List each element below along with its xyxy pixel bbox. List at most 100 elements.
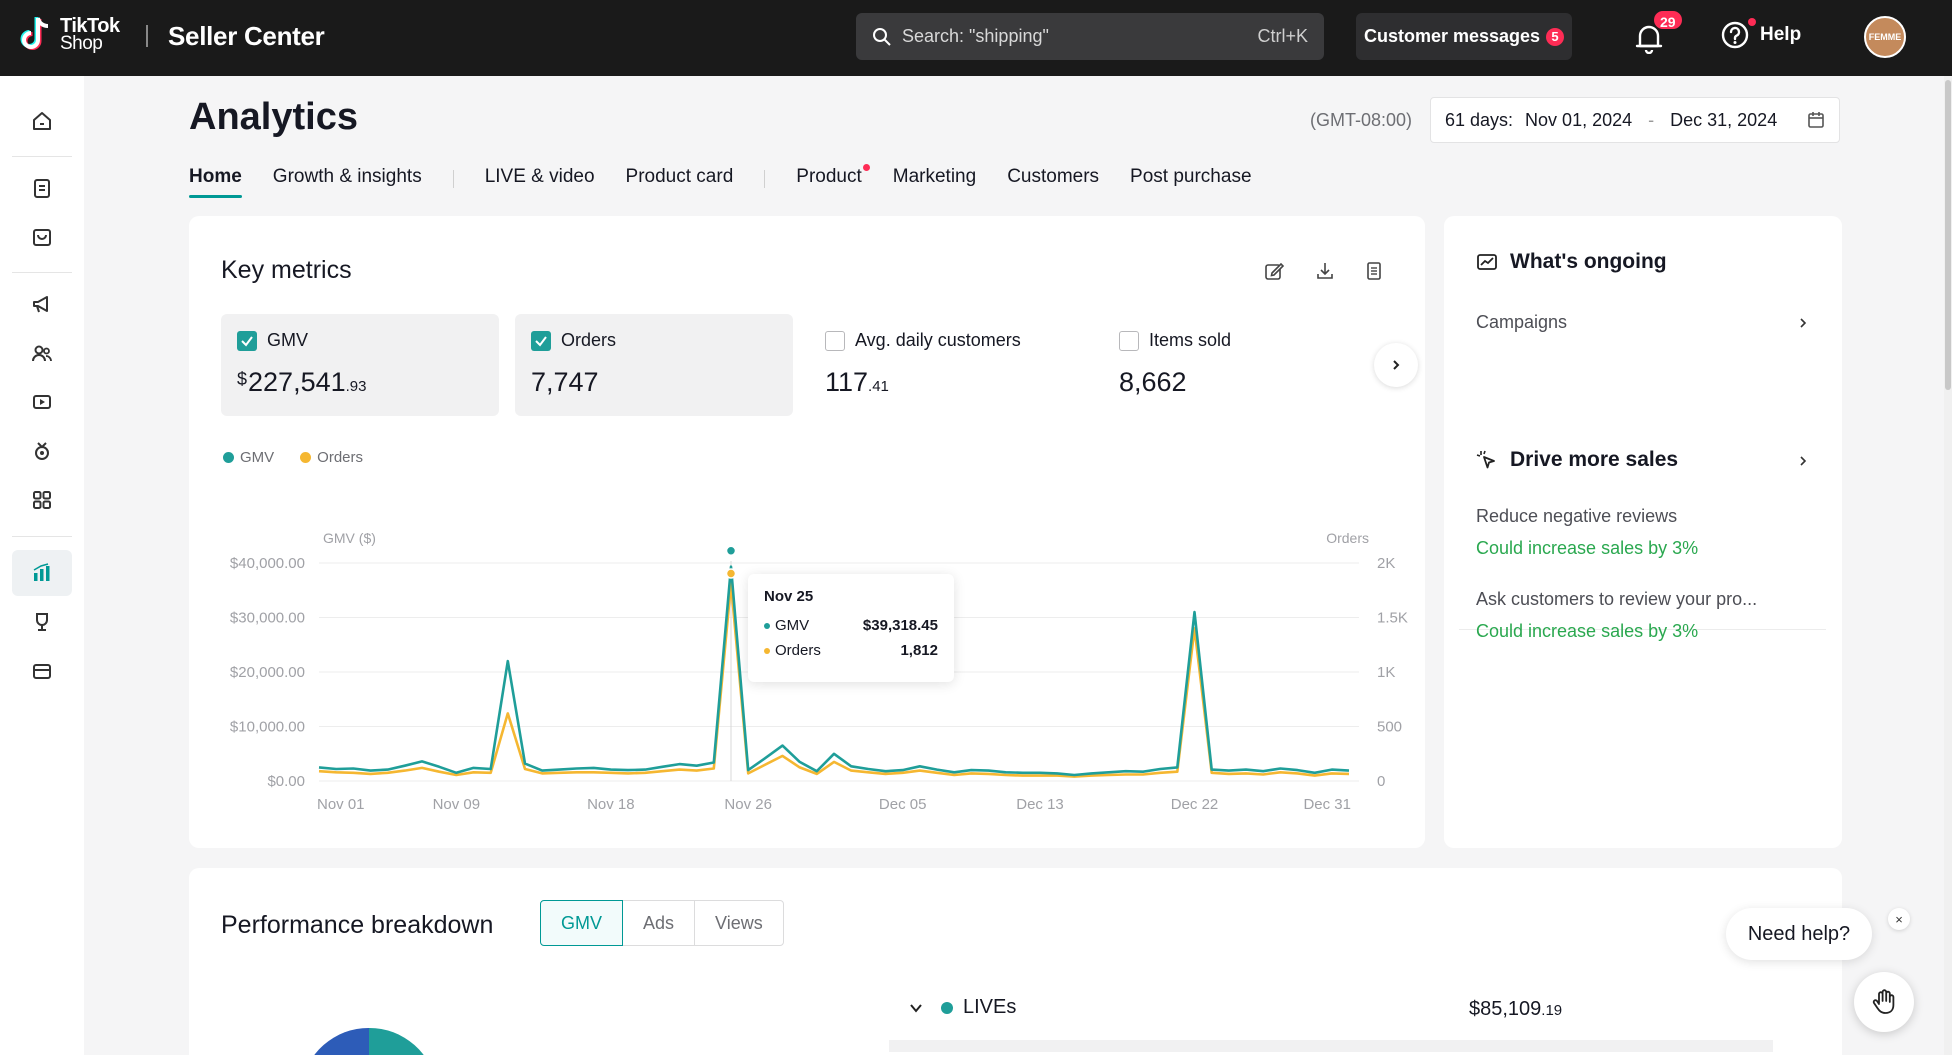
sidebar-item-customers[interactable] [12, 330, 72, 376]
campaigns-link[interactable]: Campaigns [1476, 312, 1568, 332]
growth-icon [35, 442, 49, 460]
metric-items-sold-label: Items sold [1149, 330, 1232, 350]
tiktok-logo-icon [20, 17, 49, 50]
metric-items-sold[interactable]: Items sold 8,662 [1103, 314, 1381, 416]
logo-divider [146, 25, 148, 47]
key-metrics-card: Key metrics GMV $227,541.93 Orders 7,747… [189, 216, 1425, 848]
tiktok-shop-logo[interactable]: TikTok Shop [20, 14, 120, 56]
lives-currency: $ [1469, 998, 1481, 1020]
metric-orders-label: Orders [561, 330, 617, 350]
tab-divider [452, 170, 454, 188]
y-right-tick-label: 1K [1377, 664, 1395, 681]
metric-avg-daily-customers-label: Avg. daily customers [855, 330, 1021, 350]
tab-post-purchase[interactable]: Post purchase [1130, 166, 1252, 187]
metric-avg-daily-customers-value: 117 [825, 367, 869, 397]
breakdown-row-lives[interactable]: LIVEs [909, 996, 1016, 1019]
tooltip-gmv-label: GMV [775, 617, 810, 634]
tab-product[interactable]: Product [796, 164, 870, 198]
sidebar-item-orders[interactable] [12, 165, 72, 211]
need-help-close-button[interactable]: × [1888, 908, 1910, 930]
tooltip-orders-label: Orders [775, 642, 821, 659]
metric-items-sold-value: 8,662 [1119, 367, 1187, 397]
y-right-tick-label: 0 [1377, 773, 1385, 790]
page-scrollbar[interactable] [1944, 76, 1952, 1055]
tooltip-orders-dot [764, 647, 770, 654]
chevron-down-icon [910, 1003, 922, 1013]
tooltip-date: Nov 25 [764, 588, 814, 605]
customer-messages-button[interactable]: Customer messages 5 [1356, 13, 1572, 60]
orders-checkbox[interactable] [531, 330, 551, 351]
tab-marketing[interactable]: Marketing [892, 166, 977, 187]
sidebar-item-achievements[interactable] [12, 599, 72, 645]
sidebar-item-products[interactable] [12, 214, 72, 260]
help-button[interactable]: Help [1720, 20, 1801, 50]
date-range-picker[interactable]: 61 days: Nov 01, 2024 - Dec 31, 2024 [1430, 97, 1840, 143]
tab-product-label: Product [796, 166, 862, 187]
metrics-next-button[interactable] [1374, 343, 1418, 387]
metric-gmv-label: GMV [267, 330, 309, 350]
breakdown-pie-chart [314, 1027, 424, 1055]
metric-avg-daily-customers[interactable]: Avg. daily customers 117.41 [809, 314, 1087, 416]
items-sold-checkbox[interactable] [1119, 330, 1139, 351]
edit-icon[interactable] [1263, 260, 1285, 282]
analytics-tabs: Home Growth & insights LIVE & video Prod… [189, 164, 1283, 202]
sidebar-item-marketing[interactable] [12, 281, 72, 327]
x-tick-label: Dec 31 [1303, 796, 1351, 813]
avg-daily-customers-checkbox[interactable] [825, 330, 845, 351]
sidebar-item-home[interactable] [12, 98, 72, 144]
sidebar-item-apps[interactable] [12, 477, 72, 523]
need-help-bubble[interactable]: Need help? [1726, 908, 1872, 960]
customers-icon [32, 345, 52, 362]
key-metrics-title: Key metrics [221, 256, 352, 284]
legend-orders-swatch [300, 452, 312, 463]
sidebar-divider [12, 272, 72, 273]
segment-gmv[interactable]: GMV [540, 900, 624, 946]
metric-orders[interactable]: Orders 7,747 [515, 314, 793, 416]
metric-gmv-value: 227,541 [248, 367, 346, 397]
chevron-right-icon[interactable] [1798, 456, 1808, 466]
series-line-gmv [318, 565, 1350, 777]
need-help-button[interactable] [1854, 972, 1914, 1032]
tab-product-card[interactable]: Product card [625, 166, 734, 187]
opportunity-title[interactable]: Ask customers to review your pro... [1476, 589, 1758, 609]
notifications-badge: 29 [1652, 9, 1684, 31]
sidebar-item-growth[interactable] [12, 428, 72, 474]
side-divider [1459, 629, 1826, 630]
gmv-checkbox[interactable] [237, 330, 257, 351]
segment-views[interactable]: Views [694, 900, 784, 946]
sidebar [0, 76, 84, 1055]
tooltip-gmv-value: $39,318.45 [862, 617, 938, 634]
check-icon [241, 335, 253, 347]
opportunity-title[interactable]: Reduce negative reviews [1476, 506, 1678, 526]
legend-orders-label: Orders [317, 449, 364, 466]
sidebar-item-video[interactable] [12, 379, 72, 425]
trophy-icon [36, 613, 48, 631]
search-input[interactable]: Search: "shipping" Ctrl+K [856, 13, 1324, 60]
tab-customers[interactable]: Customers [1007, 166, 1100, 187]
metric-gmv[interactable]: GMV $227,541.93 [221, 314, 499, 416]
opportunity-impact: Could increase sales by 3% [1476, 538, 1699, 558]
app-title: Seller Center [168, 21, 325, 51]
chart-tooltip: Nov 25 GMV $39,318.45 Orders 1,812 [748, 574, 954, 682]
legend-gmv[interactable]: GMV [223, 449, 274, 466]
notifications-bell-icon[interactable] [1634, 22, 1664, 54]
download-icon[interactable] [1314, 260, 1336, 282]
trend-chart-icon [1477, 254, 1497, 270]
drive-more-sales-header[interactable]: Drive more sales [1476, 448, 1678, 472]
tab-growth-insights[interactable]: Growth & insights [272, 166, 422, 187]
avatar[interactable]: FEMME [1864, 16, 1906, 58]
report-icon[interactable] [1363, 260, 1385, 282]
whats-ongoing-card: What's ongoing Campaigns Drive more sale… [1444, 216, 1842, 848]
segment-ads[interactable]: Ads [622, 900, 696, 946]
chevron-right-icon[interactable] [1798, 318, 1808, 328]
page-scrollbar-thumb[interactable] [1945, 80, 1951, 390]
tab-live-video[interactable]: LIVE & video [484, 166, 595, 187]
date-start: Nov 01, 2024 [1525, 109, 1633, 130]
tab-home[interactable]: Home [189, 166, 242, 198]
sidebar-item-analytics[interactable] [12, 550, 72, 596]
legend-orders[interactable]: Orders [300, 449, 363, 466]
pie-slice-blue [314, 1027, 369, 1055]
help-question-icon [1721, 21, 1749, 49]
sidebar-item-finance[interactable] [12, 648, 72, 694]
x-tick-label: Nov 09 [433, 796, 481, 813]
